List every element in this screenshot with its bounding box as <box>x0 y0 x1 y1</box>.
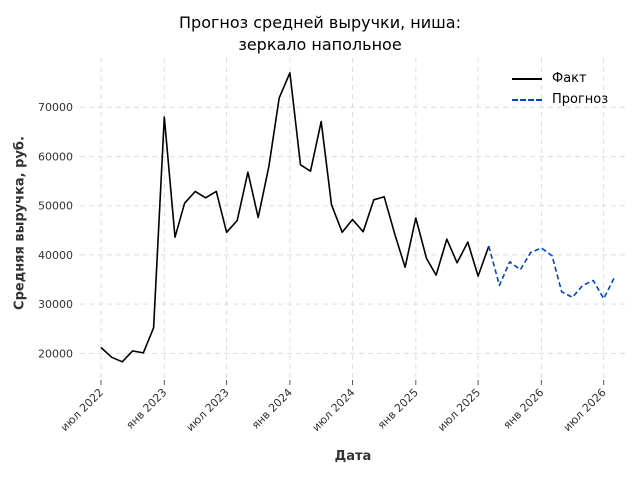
legend-item-forecast: Прогноз <box>512 89 608 110</box>
x-tick-label: янв 2024 <box>249 386 295 432</box>
legend-label-forecast: Прогноз <box>552 92 609 107</box>
legend-swatch-forecast <box>512 98 542 101</box>
series-line-forecast <box>488 245 616 300</box>
x-tick-label: июл 2025 <box>435 386 483 434</box>
series-line-fact <box>100 72 490 363</box>
series-layer <box>100 72 616 363</box>
y-axis-label: Средняя выручка, руб. <box>12 136 28 310</box>
legend-item-fact: Факт <box>512 68 608 89</box>
x-tick-label: янв 2023 <box>124 386 170 432</box>
x-tick-label: июл 2024 <box>310 386 358 434</box>
legend: Факт Прогноз <box>512 68 608 110</box>
y-tick-label: 40000 <box>38 249 73 262</box>
chart-title-line-1: Прогноз средней выручки, ниша: <box>179 13 461 32</box>
x-tick-label: июл 2026 <box>561 386 609 434</box>
y-tick-label: 50000 <box>38 200 73 213</box>
x-tick-label: июл 2022 <box>58 386 106 434</box>
y-axis-ticks: 20000 30000 40000 50000 60000 70000 <box>38 101 73 360</box>
legend-label-fact: Факт <box>552 71 587 86</box>
x-tick-label: янв 2025 <box>375 386 421 432</box>
y-tick-label: 60000 <box>38 150 73 163</box>
x-tick-label: июл 2023 <box>184 386 232 434</box>
y-tick-label: 70000 <box>38 101 73 114</box>
y-tick-label: 30000 <box>38 298 73 311</box>
legend-swatch-fact <box>512 77 542 80</box>
x-tick-label: янв 2026 <box>501 386 547 432</box>
x-axis-ticks: июл 2022 янв 2023 июл 2023 янв 2024 июл 2024… <box>58 380 609 434</box>
y-tick-label: 20000 <box>38 347 73 360</box>
x-axis-label: Дата <box>334 449 372 464</box>
chart-title-line-2: зеркало напольное <box>238 35 402 54</box>
chart-grid <box>80 58 625 378</box>
